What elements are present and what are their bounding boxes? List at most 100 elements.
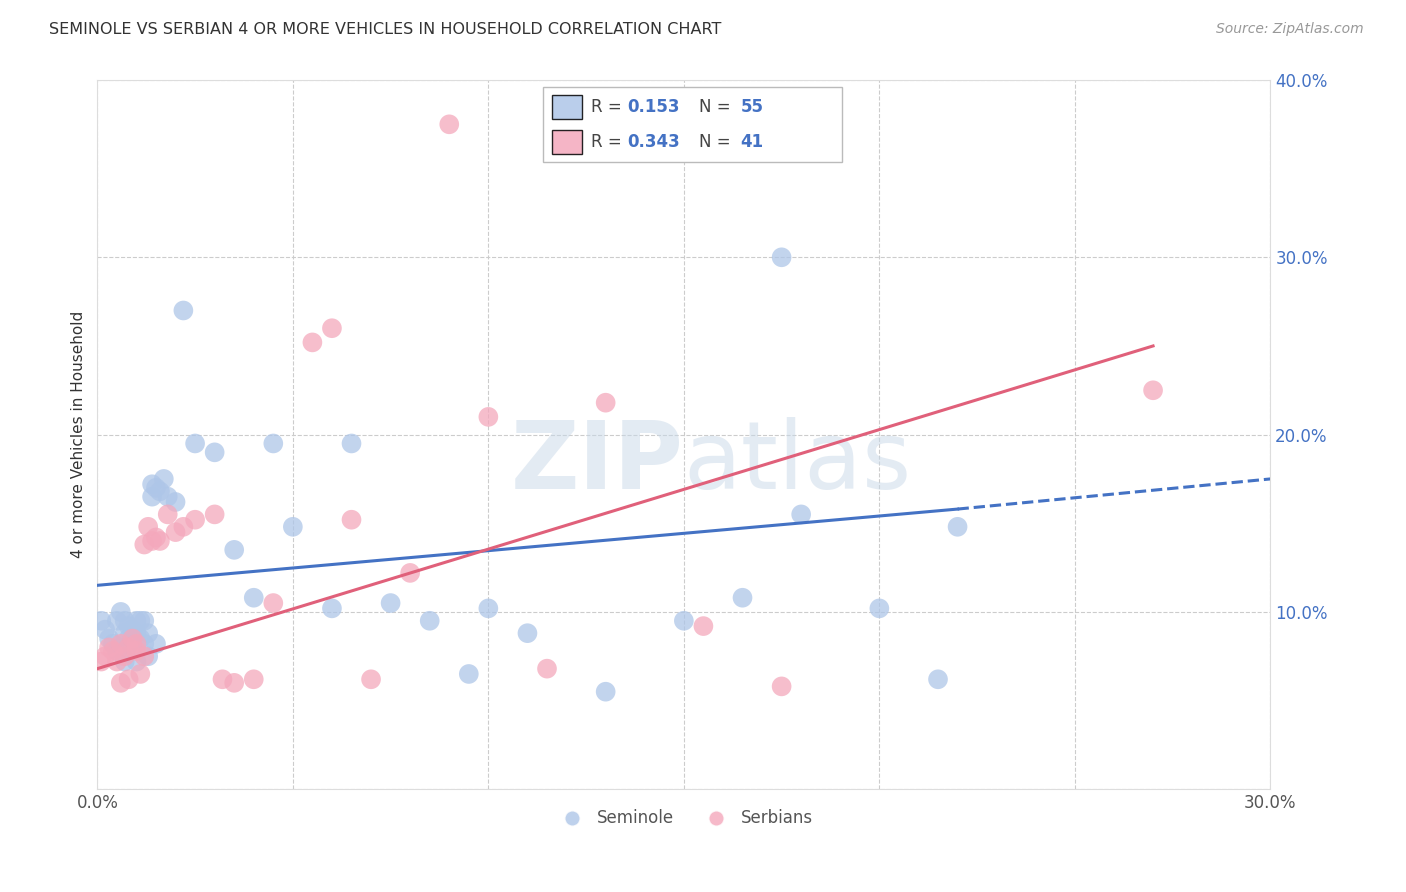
Point (165, 495, 187, 509)
Point (94, 623, 117, 637)
Point (172, 520, 194, 534)
Point (153, 472, 176, 486)
Point (595, 684, 617, 698)
Point (141, 490, 163, 504)
Point (105, 655, 128, 669)
Point (149, 484, 172, 499)
Point (262, 596, 284, 610)
Point (790, 508, 813, 522)
Text: SEMINOLE VS SERBIAN 4 OR MORE VEHICLES IN HOUSEHOLD CORRELATION CHART: SEMINOLE VS SERBIAN 4 OR MORE VEHICLES I… (49, 22, 721, 37)
Point (125, 626, 148, 640)
Point (399, 566, 422, 580)
Point (136, 520, 159, 534)
Point (117, 632, 139, 646)
Point (110, 637, 132, 651)
Point (321, 601, 343, 615)
Point (301, 335, 323, 350)
Point (121, 632, 143, 646)
Point (321, 321, 343, 335)
Point (242, 673, 264, 687)
Point (477, 601, 499, 615)
Point (156, 508, 179, 522)
Point (145, 531, 167, 545)
Point (94, 649, 117, 664)
Point (98, 632, 121, 646)
Point (340, 513, 363, 527)
Point (731, 591, 754, 605)
Point (136, 626, 159, 640)
Point (141, 533, 163, 548)
Point (125, 655, 148, 669)
Point (927, 673, 949, 687)
Point (224, 676, 246, 690)
Point (134, 649, 156, 664)
Point (117, 644, 139, 658)
Point (281, 520, 304, 534)
Point (184, 513, 207, 527)
Point (117, 619, 139, 633)
Point (114, 614, 136, 628)
Point (868, 601, 890, 615)
Point (125, 637, 148, 651)
Point (136, 649, 159, 664)
Point (1142, 384, 1164, 398)
Point (134, 614, 156, 628)
Point (172, 303, 194, 318)
Point (595, 395, 617, 409)
Point (110, 605, 132, 619)
Point (360, 673, 382, 687)
Point (457, 667, 479, 681)
Point (134, 637, 156, 651)
Text: ZIP: ZIP (510, 417, 683, 509)
Y-axis label: 4 or more Vehicles in Household: 4 or more Vehicles in Household (72, 311, 86, 558)
Point (101, 637, 124, 651)
Point (145, 637, 167, 651)
Point (129, 667, 152, 681)
Point (204, 508, 226, 522)
Point (90, 655, 112, 669)
Point (204, 445, 226, 459)
Point (165, 525, 187, 540)
Point (340, 436, 363, 450)
Point (262, 436, 284, 450)
Point (125, 614, 148, 628)
Point (211, 673, 233, 687)
Point (516, 626, 538, 640)
Point (141, 477, 163, 491)
Point (114, 655, 136, 669)
Point (117, 673, 139, 687)
Point (770, 679, 793, 693)
Point (419, 614, 441, 628)
Point (98, 640, 121, 655)
Point (156, 490, 179, 504)
Point (129, 632, 152, 646)
Text: Source: ZipAtlas.com: Source: ZipAtlas.com (1216, 22, 1364, 37)
Point (117, 640, 139, 655)
Point (90, 614, 112, 628)
Point (536, 662, 558, 676)
Point (125, 644, 148, 658)
Point (145, 481, 167, 495)
Point (770, 250, 793, 264)
Point (477, 409, 499, 424)
Point (110, 676, 132, 690)
Point (672, 614, 695, 628)
Point (114, 626, 136, 640)
Point (129, 614, 152, 628)
Point (946, 520, 969, 534)
Point (101, 644, 124, 658)
Text: atlas: atlas (683, 417, 912, 509)
Point (110, 640, 132, 655)
Point (692, 619, 714, 633)
Legend: Seminole, Serbians: Seminole, Serbians (548, 803, 820, 834)
Point (121, 637, 143, 651)
Point (224, 542, 246, 557)
Point (114, 649, 136, 664)
Point (242, 591, 264, 605)
Point (105, 614, 128, 628)
Point (134, 537, 156, 551)
Point (121, 623, 143, 637)
Point (380, 596, 402, 610)
Point (439, 117, 461, 131)
Point (149, 533, 172, 548)
